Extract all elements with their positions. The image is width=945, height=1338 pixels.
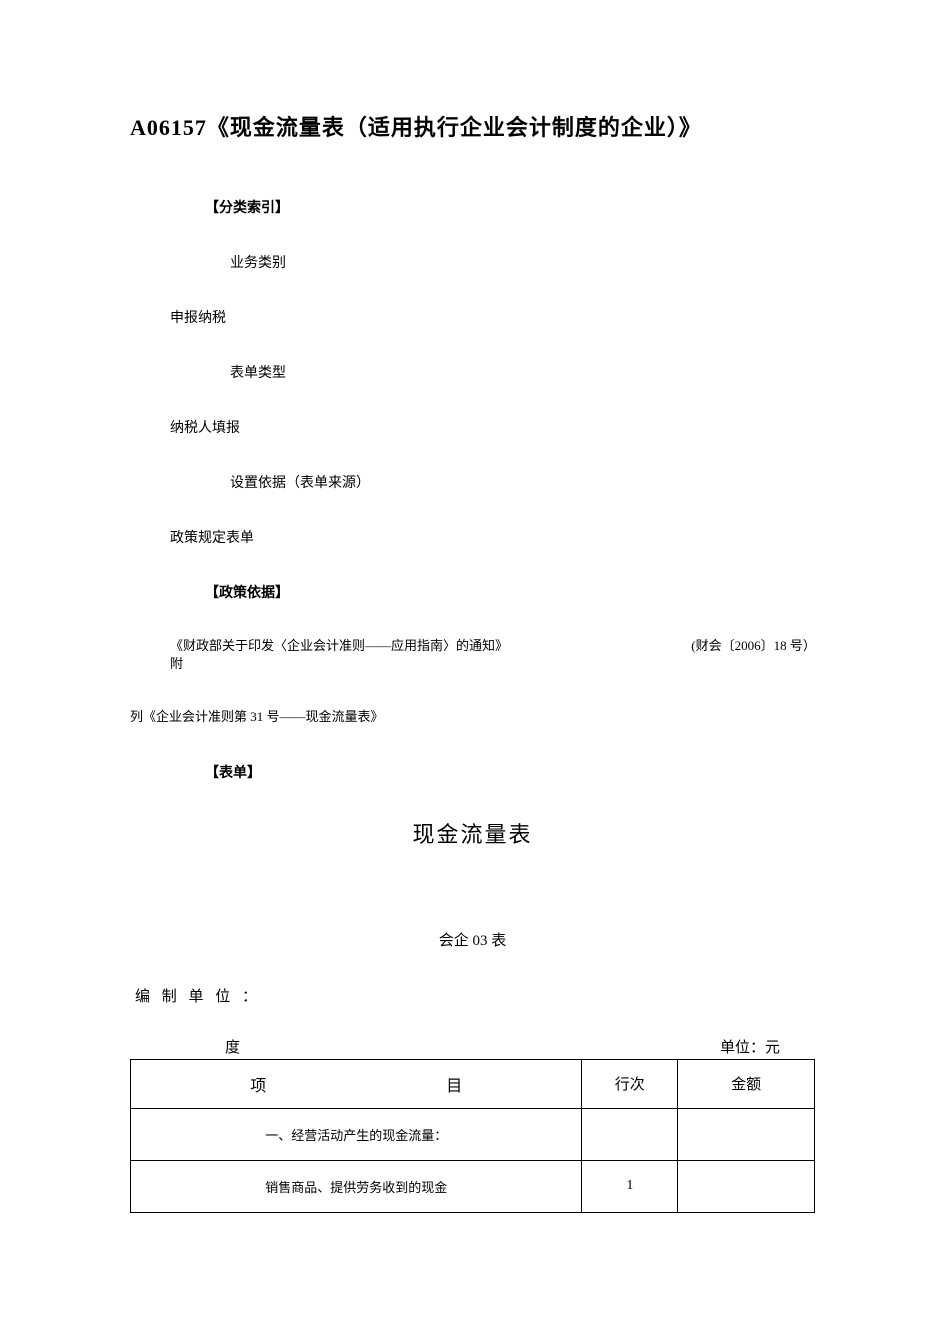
cashflow-table: 项目 行次 金额 一、经营活动产生的现金流量： 销售商品、提供劳务收到的现金 1 <box>130 1059 815 1213</box>
table-header-row: 项目 行次 金额 <box>131 1059 815 1108</box>
field-label-formtype: 表单类型 <box>230 362 815 382</box>
form-meta-row: 度 单位：元 <box>130 1036 815 1057</box>
field-value-basis: 政策规定表单 <box>170 527 815 547</box>
col-header-amount: 金额 <box>678 1059 815 1108</box>
form-period-label: 度 <box>225 1036 240 1057</box>
form-section-label: 【表单】 <box>205 762 815 782</box>
cell-line <box>582 1108 678 1160</box>
policy-section-label: 【政策依据】 <box>205 582 815 602</box>
table-row: 销售商品、提供劳务收到的现金 1 <box>131 1160 815 1212</box>
policy-line-1: 《财政部关于印发〈企业会计准则——应用指南〉的通知》 (财会〔2006〕18 号… <box>170 637 815 673</box>
cell-line: 1 <box>582 1160 678 1212</box>
col-header-item: 项目 <box>131 1059 582 1108</box>
field-label-business: 业务类别 <box>230 252 815 272</box>
field-value-business: 申报纳税 <box>170 307 815 327</box>
cell-item: 一、经营活动产生的现金流量： <box>131 1108 582 1160</box>
policy-line-2: 列《企业会计准则第 31 号——现金流量表》 <box>130 708 815 726</box>
cell-amount <box>678 1108 815 1160</box>
cell-item: 销售商品、提供劳务收到的现金 <box>131 1160 582 1212</box>
field-value-formtype: 纳税人填报 <box>170 417 815 437</box>
policy-text-1a: 《财政部关于印发〈企业会计准则——应用指南〉的通知》 <box>170 638 508 653</box>
document-title: A06157《现金流量表（适用执行企业会计制度的企业）》 <box>130 110 815 142</box>
table-row: 一、经营活动产生的现金流量： <box>131 1108 815 1160</box>
field-label-basis: 设置依据（表单来源） <box>230 472 815 492</box>
document-page: A06157《现金流量表（适用执行企业会计制度的企业）》 【分类索引】 业务类别… <box>0 0 945 1213</box>
cell-amount <box>678 1160 815 1212</box>
form-code: 会企 03 表 <box>130 929 815 950</box>
form-title: 现金流量表 <box>130 817 815 849</box>
col-header-line: 行次 <box>582 1059 678 1108</box>
index-section-label: 【分类索引】 <box>205 197 815 217</box>
form-currency-label: 单位：元 <box>720 1036 780 1057</box>
form-unit-label: 编 制 单 位 ： <box>135 985 815 1006</box>
